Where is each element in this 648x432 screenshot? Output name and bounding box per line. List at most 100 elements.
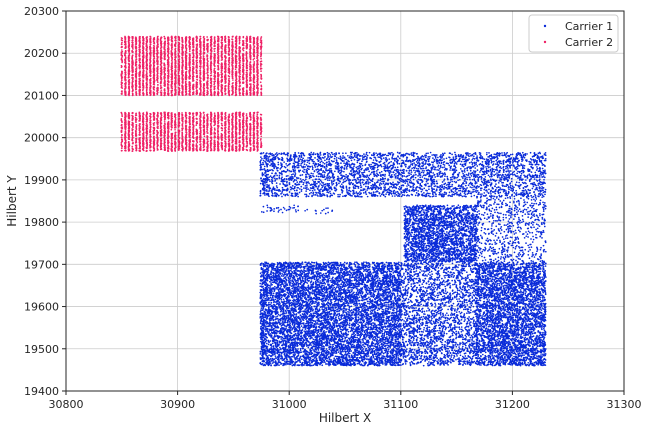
- scatter-point: [362, 333, 364, 335]
- scatter-point: [390, 322, 392, 324]
- scatter-point: [391, 294, 393, 296]
- scatter-point: [288, 315, 290, 317]
- scatter-point: [386, 328, 388, 330]
- scatter-point: [320, 306, 322, 308]
- scatter-point: [277, 341, 279, 343]
- scatter-point: [264, 284, 266, 286]
- scatter-point: [340, 262, 342, 264]
- scatter-point: [379, 278, 381, 280]
- scatter-point: [331, 273, 333, 275]
- scatter-point: [276, 287, 278, 289]
- scatter-point: [267, 275, 269, 277]
- scatter-point: [392, 309, 394, 311]
- scatter-point: [313, 339, 315, 341]
- scatter-point: [391, 354, 393, 356]
- scatter-point: [289, 323, 291, 325]
- scatter-point: [335, 355, 337, 357]
- scatter-point: [365, 273, 367, 275]
- scatter-point: [353, 314, 355, 316]
- scatter-point: [265, 336, 267, 338]
- scatter-point: [379, 293, 381, 295]
- scatter-point: [275, 355, 277, 357]
- scatter-point: [397, 303, 399, 305]
- scatter-point: [383, 297, 385, 299]
- scatter-point: [266, 340, 268, 342]
- scatter-point: [397, 292, 399, 294]
- scatter-point: [285, 362, 287, 364]
- scatter-point: [276, 281, 278, 283]
- scatter-point: [336, 311, 338, 313]
- scatter-point: [271, 327, 273, 329]
- scatter-point: [392, 276, 394, 278]
- scatter-point: [313, 351, 315, 353]
- scatter-point: [329, 277, 331, 279]
- scatter-point: [357, 298, 359, 300]
- scatter-point: [346, 314, 348, 316]
- scatter-point: [280, 305, 282, 307]
- scatter-point: [273, 269, 275, 271]
- scatter-point: [394, 312, 396, 314]
- scatter-point: [264, 261, 266, 263]
- scatter-point: [385, 321, 387, 323]
- scatter-point: [377, 309, 379, 311]
- scatter-point: [385, 310, 387, 312]
- scatter-point: [309, 354, 311, 356]
- scatter-point: [346, 322, 348, 324]
- scatter-point: [309, 363, 311, 365]
- scatter-point: [365, 289, 367, 291]
- scatter-point: [268, 313, 270, 315]
- scatter-point: [348, 289, 350, 291]
- scatter-point: [356, 337, 358, 339]
- scatter-point: [292, 293, 294, 295]
- scatter-point: [344, 262, 346, 264]
- scatter-point: [340, 328, 342, 330]
- scatter-point: [291, 285, 293, 287]
- scatter-point: [374, 285, 376, 287]
- scatter-point: [341, 265, 343, 267]
- scatter-point: [276, 332, 278, 334]
- scatter-point: [311, 306, 313, 308]
- scatter-point: [366, 323, 368, 325]
- scatter-point: [328, 299, 330, 301]
- scatter-point: [280, 272, 282, 274]
- scatter-point: [330, 280, 332, 282]
- scatter-point: [348, 331, 350, 333]
- scatter-point: [296, 358, 298, 360]
- scatter-point: [386, 323, 388, 325]
- scatter-point: [385, 304, 387, 306]
- scatter-point: [268, 263, 270, 265]
- scatter-point: [370, 309, 372, 311]
- scatter-point: [297, 266, 299, 268]
- scatter-point: [326, 303, 328, 305]
- scatter-point: [264, 364, 266, 366]
- scatter-point: [340, 286, 342, 288]
- scatter-point: [358, 322, 360, 324]
- scatter-point: [400, 290, 402, 292]
- scatter-point: [376, 280, 378, 282]
- scatter-point: [338, 330, 340, 332]
- scatter-point: [278, 299, 280, 301]
- scatter-point: [295, 333, 297, 335]
- scatter-point: [381, 272, 383, 274]
- scatter-point: [334, 273, 336, 275]
- scatter-point: [332, 322, 334, 324]
- scatter-point: [395, 342, 397, 344]
- scatter-point: [282, 347, 284, 349]
- scatter-point: [345, 359, 347, 361]
- scatter-point: [338, 269, 340, 271]
- scatter-point: [319, 280, 321, 282]
- scatter-point: [275, 299, 277, 301]
- scatter-point: [330, 340, 332, 342]
- scatter-point: [365, 350, 367, 352]
- scatter-point: [268, 354, 270, 356]
- scatter-point: [372, 275, 374, 277]
- scatter-point: [375, 338, 377, 340]
- scatter-point: [268, 297, 270, 299]
- scatter-point: [294, 295, 296, 297]
- scatter-point: [341, 301, 343, 303]
- scatter-point: [312, 312, 314, 314]
- scatter-point: [310, 264, 312, 266]
- scatter-point: [283, 340, 285, 342]
- scatter-point: [347, 304, 349, 306]
- scatter-point: [368, 266, 370, 268]
